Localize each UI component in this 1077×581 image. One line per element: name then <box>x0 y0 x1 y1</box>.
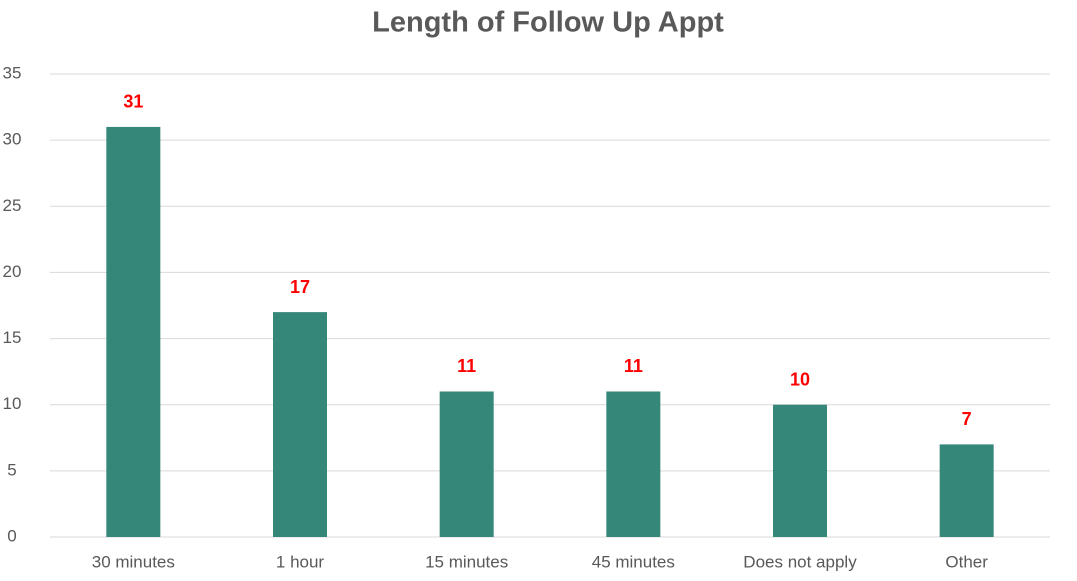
y-tick-label: 10 <box>3 394 22 413</box>
value-label: 31 <box>123 92 143 112</box>
bar <box>439 391 494 537</box>
value-label: 10 <box>790 369 810 389</box>
x-tick-label: 15 minutes <box>425 552 508 571</box>
chart-title: Length of Follow Up Appt <box>372 7 724 39</box>
x-tick-label: 45 minutes <box>592 552 675 571</box>
value-label: 11 <box>624 356 643 376</box>
bar <box>273 312 327 537</box>
value-label: 7 <box>962 409 972 429</box>
x-tick-label: Does not apply <box>743 552 857 571</box>
y-tick-label: 25 <box>3 196 22 215</box>
x-tick-label: 1 hour <box>276 552 325 571</box>
y-tick-label: 5 <box>7 460 16 479</box>
x-tick-label: Other <box>945 552 988 571</box>
y-tick-label: 15 <box>3 328 22 347</box>
y-tick-label: 35 <box>3 63 22 82</box>
bar <box>773 404 827 537</box>
y-tick-label: 20 <box>3 262 22 281</box>
bar <box>606 391 661 537</box>
y-tick-label: 30 <box>3 130 22 149</box>
value-label: 17 <box>290 277 310 297</box>
value-label: 11 <box>457 356 476 376</box>
bar <box>939 444 994 537</box>
bar <box>106 126 161 538</box>
x-tick-label: 30 minutes <box>92 552 175 571</box>
y-tick-label: 0 <box>7 526 16 545</box>
